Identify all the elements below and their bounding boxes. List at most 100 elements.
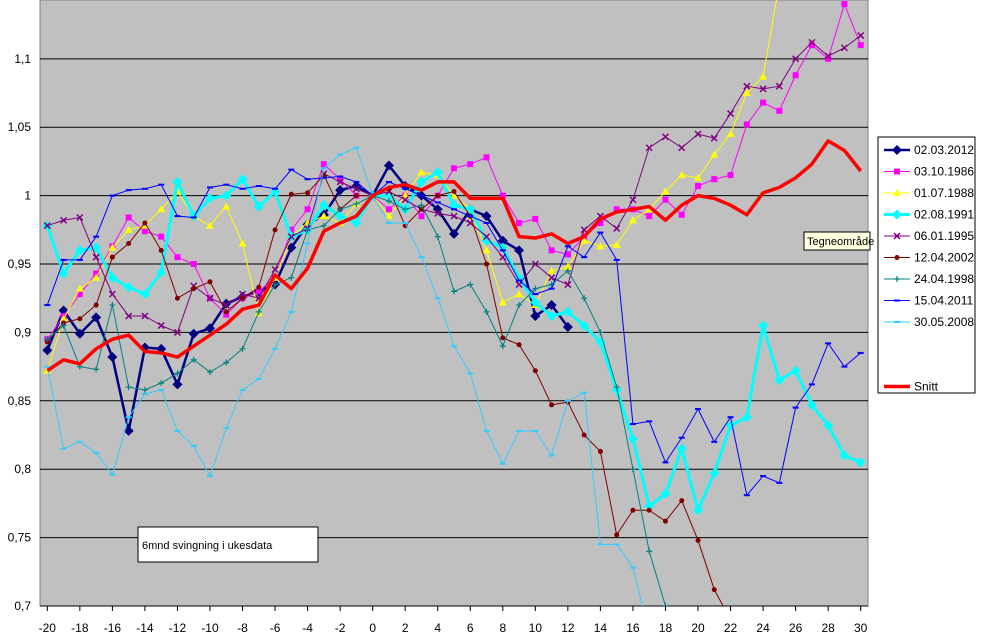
x-tick-label: -18 xyxy=(71,621,89,635)
marker xyxy=(678,211,685,218)
marker xyxy=(76,291,83,298)
marker xyxy=(628,216,637,224)
marker xyxy=(188,328,199,339)
marker xyxy=(693,505,704,516)
x-tick-label: -12 xyxy=(169,621,187,635)
marker xyxy=(93,302,99,308)
marker xyxy=(239,345,246,352)
marker xyxy=(384,212,393,220)
marker xyxy=(124,225,133,233)
marker xyxy=(613,206,620,213)
x-tick-label: 2 xyxy=(402,621,409,635)
marker xyxy=(337,176,344,183)
marker xyxy=(256,284,262,290)
marker xyxy=(91,312,102,323)
marker xyxy=(174,254,181,261)
x-tick-label: -6 xyxy=(270,621,281,635)
marker xyxy=(564,251,571,258)
marker xyxy=(695,183,702,190)
x-tick-label: -16 xyxy=(104,621,122,635)
marker xyxy=(450,212,458,220)
x-tick-label: 14 xyxy=(594,621,608,635)
marker xyxy=(562,321,573,332)
x-tick-label: 8 xyxy=(499,621,506,635)
marker xyxy=(93,366,100,373)
marker xyxy=(497,235,508,246)
series-line xyxy=(46,139,863,373)
annotation: 6mnd svingning i ukesdata xyxy=(142,540,273,552)
marker xyxy=(92,253,100,261)
marker xyxy=(59,314,68,322)
marker xyxy=(352,185,360,193)
marker xyxy=(451,165,457,172)
marker xyxy=(74,328,85,339)
marker xyxy=(662,603,669,606)
marker xyxy=(288,274,295,281)
marker xyxy=(190,356,197,363)
marker xyxy=(515,290,524,298)
marker xyxy=(564,267,571,274)
marker xyxy=(76,213,84,222)
marker xyxy=(694,130,702,138)
marker xyxy=(532,368,538,374)
marker xyxy=(75,284,84,292)
legend-label: 12.04.2002 xyxy=(914,251,974,265)
marker xyxy=(240,295,246,301)
marker xyxy=(660,488,671,499)
marker xyxy=(416,176,427,187)
marker xyxy=(141,228,148,235)
marker xyxy=(223,359,230,366)
marker xyxy=(806,399,817,410)
marker xyxy=(222,301,230,309)
marker xyxy=(857,42,864,49)
marker xyxy=(840,44,848,52)
marker xyxy=(530,310,541,321)
legend-label: 01.07.1988 xyxy=(914,186,974,200)
y-tick-label: 1,05 xyxy=(8,120,32,134)
marker xyxy=(499,253,507,261)
marker xyxy=(892,145,902,155)
legend-label: 06.01.1995 xyxy=(914,229,974,243)
marker xyxy=(58,268,69,279)
marker xyxy=(335,185,346,196)
marker xyxy=(353,200,360,207)
marker xyxy=(74,245,85,256)
marker xyxy=(727,110,735,118)
marker xyxy=(892,209,902,220)
marker xyxy=(417,168,426,176)
marker xyxy=(385,198,392,205)
marker xyxy=(498,298,507,306)
marker xyxy=(612,240,621,248)
marker xyxy=(158,380,165,387)
marker xyxy=(125,312,133,320)
marker xyxy=(677,171,686,179)
marker xyxy=(272,227,278,233)
marker xyxy=(157,322,165,330)
x-tick-label: 12 xyxy=(561,621,575,635)
tooltip: Tegneområde xyxy=(807,236,874,248)
marker xyxy=(109,254,115,260)
marker xyxy=(141,386,148,393)
marker xyxy=(790,365,801,376)
marker xyxy=(451,189,457,195)
marker xyxy=(645,144,653,152)
marker xyxy=(383,160,394,171)
marker xyxy=(679,630,685,636)
marker xyxy=(255,308,262,315)
marker xyxy=(483,233,491,241)
marker xyxy=(107,272,118,283)
marker xyxy=(726,130,735,138)
marker xyxy=(662,518,668,524)
marker xyxy=(516,302,523,309)
marker xyxy=(661,187,670,195)
marker xyxy=(597,219,604,226)
legend-label: 02.03.2012 xyxy=(914,143,974,157)
marker xyxy=(775,82,783,90)
marker xyxy=(467,161,474,168)
marker xyxy=(532,285,539,292)
marker xyxy=(630,507,636,513)
marker xyxy=(418,202,425,209)
marker xyxy=(644,501,655,512)
marker xyxy=(320,222,327,229)
